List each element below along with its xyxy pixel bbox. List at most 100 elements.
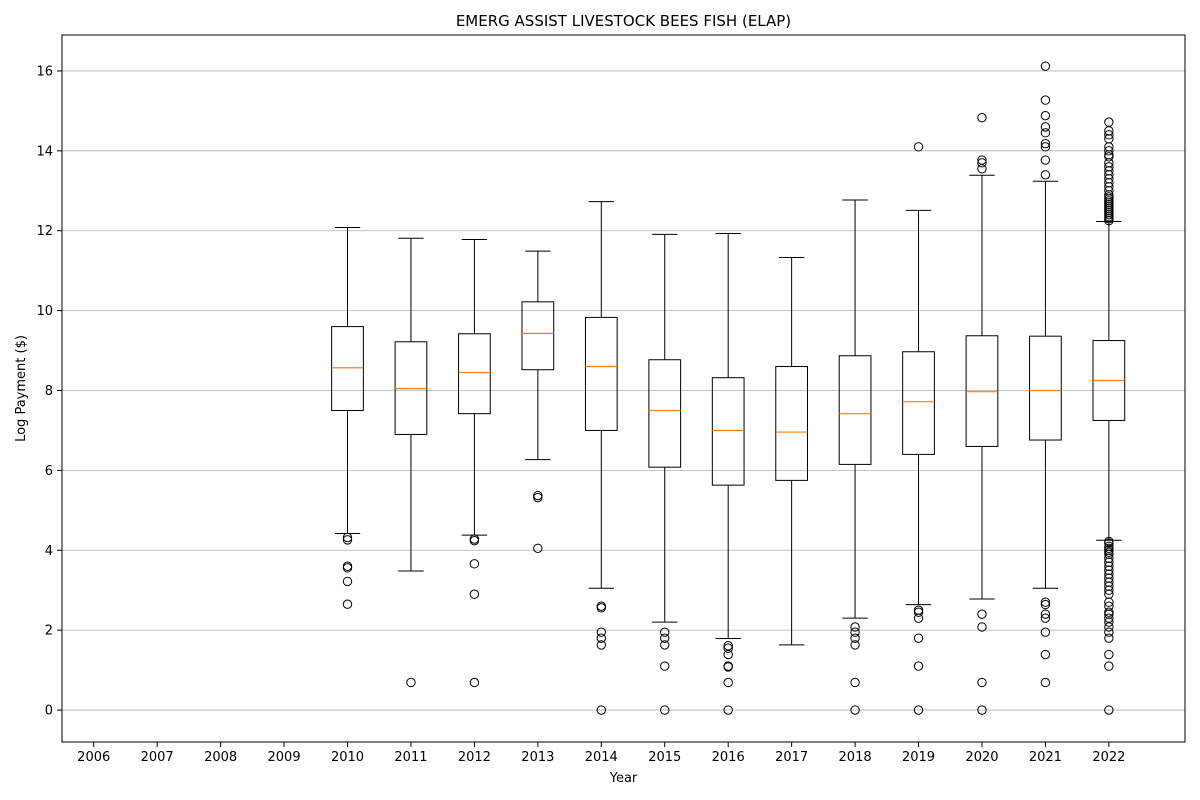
iqr-box [331,326,364,411]
outlier-point [1104,130,1114,140]
outlier-point [1104,622,1114,632]
outlier-point [850,705,860,715]
outlier-point [596,627,606,637]
outlier-point [1040,110,1051,121]
box-group-2010 [331,227,364,609]
outlier-point [469,589,480,599]
outlier-point [1104,649,1114,660]
x-tick-label: 2006 [77,750,110,765]
outlier-point [596,640,606,650]
outlier-point [533,492,543,503]
outlier-point [1104,152,1114,162]
box-group-2018 [838,199,872,715]
box-group-2015 [648,233,682,715]
y-tick-label: 4 [45,544,53,559]
y-tick-label: 16 [36,64,53,79]
box-group-2012 [458,239,491,688]
x-tick-label: 2010 [331,750,364,765]
x-tick-label: 2007 [141,750,174,765]
outlier-point [1040,128,1051,138]
outlier-point [723,643,733,653]
outlier-point [850,622,860,632]
outlier-point [1040,599,1051,610]
grid-layer [62,70,1185,711]
iqr-box [648,359,682,468]
x-tick-label: 2017 [775,750,808,765]
outlier-point [660,633,670,643]
x-tick-label: 2011 [394,750,427,765]
outlier-point [533,490,543,501]
outlier-point [1040,155,1051,165]
outlier-point [913,605,924,615]
outlier-point [1040,677,1051,688]
outlier-point [342,535,353,545]
box-group-2011 [394,237,428,688]
outlier-point [1040,609,1051,619]
iqr-box [1029,335,1062,441]
x-tick-label: 2018 [839,750,872,765]
box-group-2019 [902,142,935,715]
box-group-2022 [1092,117,1126,715]
outlier-point [406,677,416,688]
outlier-point [469,535,480,546]
plot-frame [61,34,1186,743]
y-tick-label: 6 [45,464,53,479]
box-group-2013 [521,250,555,553]
outlier-point [1040,613,1051,623]
x-tick-label: 2009 [268,750,301,765]
box-layer [331,61,1126,715]
outlier-point [850,633,860,643]
outlier-point [723,705,733,715]
outlier-point [913,661,924,671]
outlier-point [1040,170,1051,180]
outlier-point [850,627,860,637]
outlier-point [977,164,987,174]
outlier-point [1040,597,1051,607]
iqr-box [838,355,872,465]
box-group-2016 [711,233,745,715]
outlier-point [723,677,733,688]
box-group-2020 [965,112,999,715]
outlier-point [850,677,860,688]
outlier-point [596,705,606,715]
outlier-point [1040,142,1051,152]
outlier-point [596,633,606,643]
outlier-point [1040,138,1051,149]
y-tick-label: 14 [36,144,53,159]
box-group-2021 [1029,61,1062,688]
outlier-point [469,677,480,688]
x-tick-label: 2022 [1092,750,1125,765]
iqr-box [775,366,808,481]
outlier-point [977,609,987,619]
outlier-point [1040,122,1051,132]
outlier-point [533,543,543,553]
y-tick-label: 2 [45,624,53,639]
outlier-point [977,622,987,632]
outlier-point [1104,597,1114,607]
outlier-point [913,705,924,715]
outlier-point [913,607,924,617]
outlier-point [1104,146,1114,156]
outlier-point [977,677,987,688]
tick-layer: 0 2 4 6 8 10 12 14 16 2006 2007 2008 2009 2010 2011 201… [36,64,1125,765]
y-axis-label: Log Payment ($) [14,335,29,442]
outlier-point [342,532,353,543]
x-tick-label: 2021 [1029,750,1062,765]
outlier-point [596,603,606,613]
iqr-box [584,316,618,431]
chart-title: EMERG ASSIST LIVESTOCK BEES FISH (ELAP) [456,12,791,30]
box-group-2014 [584,201,618,715]
outlier-point [913,142,924,152]
outlier-point [723,649,733,660]
outlier-point [1104,617,1114,627]
outlier-point [1040,627,1051,637]
outlier-point [1040,649,1051,660]
outlier-point [1104,633,1114,643]
outlier-point [913,613,924,623]
iqr-box [902,351,935,455]
outlier-point [913,633,924,643]
outlier-point [977,112,987,123]
outlier-point [342,576,353,587]
x-axis-label: Year [609,771,638,786]
outlier-point [660,705,670,715]
